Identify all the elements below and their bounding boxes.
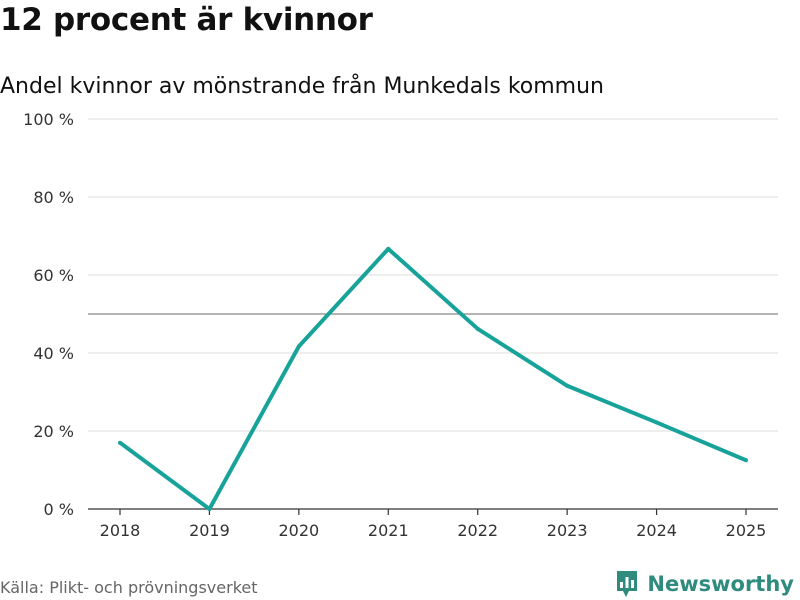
y-tick-label: 100 %	[23, 110, 74, 129]
data-point	[118, 440, 122, 445]
brand-name: Newsworthy	[647, 572, 794, 596]
source-note: Källa: Plikt- och prövningsverket	[0, 578, 258, 597]
data-point	[744, 458, 748, 463]
y-tick-label: 80 %	[33, 188, 74, 207]
chart-title: 12 procent är kvinnor	[0, 2, 373, 38]
x-tick-label: 2024	[636, 521, 677, 540]
y-axis-labels: 0 % 20 % 40 % 60 % 80 % 100 %	[23, 110, 74, 519]
series-line	[118, 246, 747, 511]
x-axis	[88, 508, 778, 515]
gridlines	[88, 118, 778, 432]
y-tick-label: 0 %	[44, 500, 74, 519]
x-tick-label: 2025	[726, 521, 767, 540]
data-point	[475, 326, 480, 331]
y-tick-label: 20 %	[33, 422, 74, 441]
chart-subtitle: Andel kvinnor av mönstrande från Munkeda…	[0, 74, 604, 99]
x-tick-label: 2018	[100, 521, 141, 540]
y-tick-label: 60 %	[33, 266, 74, 285]
data-point	[565, 383, 570, 388]
x-tick-label: 2022	[457, 521, 498, 540]
x-tick-label: 2020	[278, 521, 319, 540]
x-axis-labels: 2018 2019 2020 2021 2022 2023 2024 2025	[100, 521, 767, 540]
y-tick-label: 40 %	[33, 344, 74, 363]
x-tick-label: 2023	[547, 521, 588, 540]
data-point	[207, 507, 212, 511]
newsworthy-logo-icon	[617, 571, 638, 597]
x-tick-label: 2021	[368, 521, 409, 540]
x-tick-label: 2019	[189, 521, 230, 540]
data-point	[654, 420, 659, 425]
data-point	[386, 246, 391, 251]
brand-logo: Newsworthy	[615, 568, 794, 600]
series-layer	[118, 246, 748, 511]
data-point	[296, 344, 301, 349]
